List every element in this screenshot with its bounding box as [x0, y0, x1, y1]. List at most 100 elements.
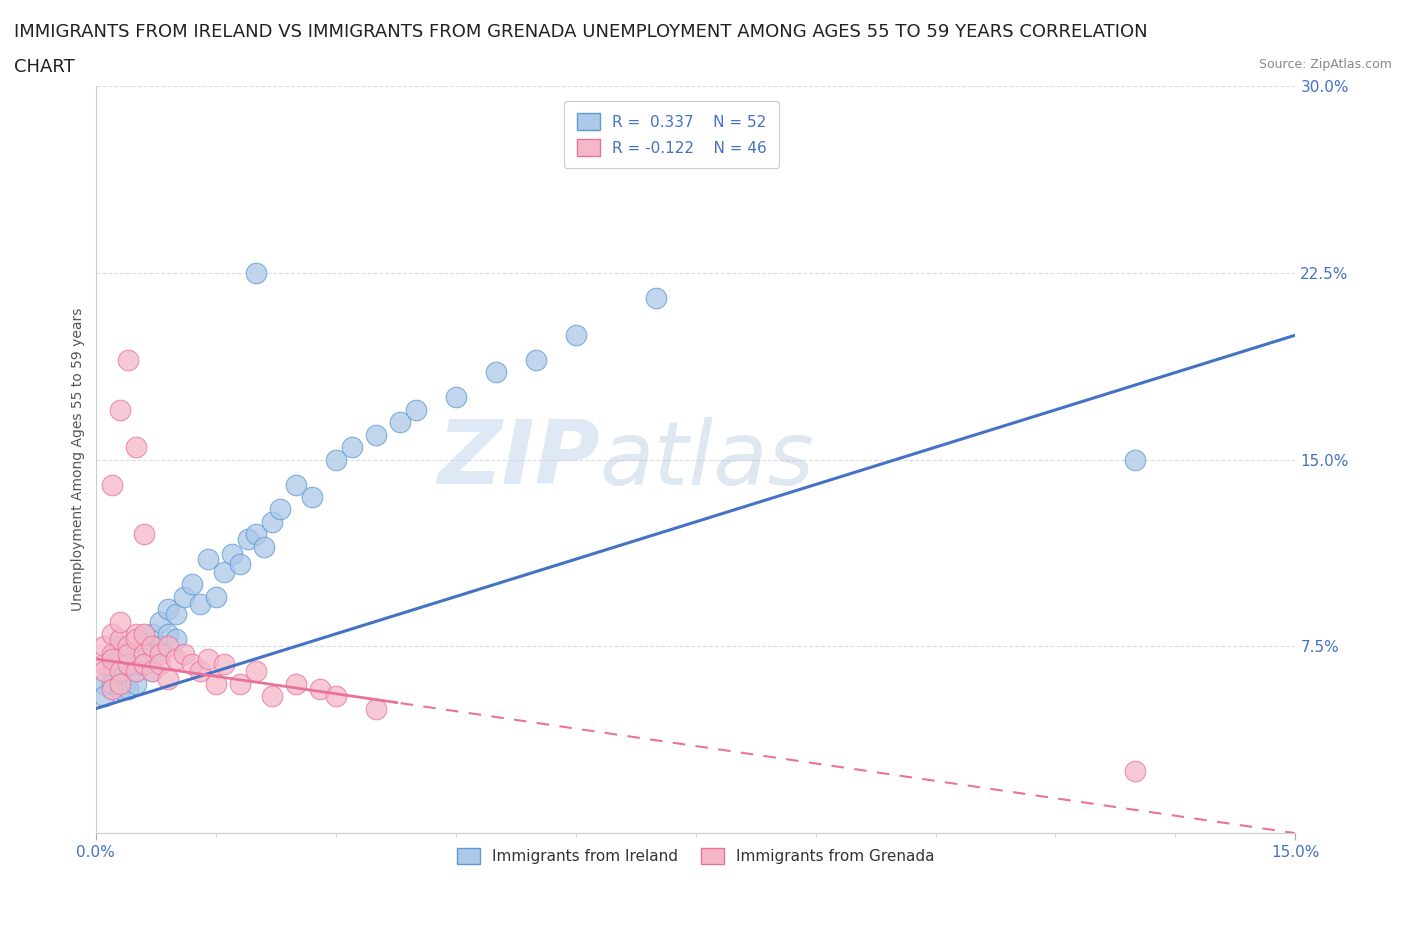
Point [149, 614, 172, 629]
Point [564, 327, 586, 342]
Point [149, 639, 172, 654]
Point [93, 639, 115, 654]
Point [180, 657, 202, 671]
Point [100, 676, 122, 691]
Point [644, 290, 666, 305]
Point [117, 639, 139, 654]
Point [100, 664, 122, 679]
Point [141, 627, 163, 642]
Point [100, 651, 122, 666]
Point [100, 646, 122, 661]
Text: Source: ZipAtlas.com: Source: ZipAtlas.com [1258, 58, 1392, 71]
Point [197, 651, 219, 666]
Text: atlas: atlas [599, 417, 814, 502]
Point [165, 631, 187, 646]
Point [173, 646, 195, 661]
Point [269, 502, 291, 517]
Text: CHART: CHART [14, 58, 75, 75]
Point [100, 651, 122, 666]
Point [132, 657, 155, 671]
Point [124, 646, 146, 661]
Point [284, 477, 307, 492]
Point [156, 639, 179, 654]
Point [124, 664, 146, 679]
Point [444, 390, 467, 405]
Point [260, 689, 283, 704]
Point [165, 651, 187, 666]
Point [228, 557, 250, 572]
Point [308, 682, 330, 697]
Point [212, 565, 235, 579]
Point [204, 676, 226, 691]
Point [117, 646, 139, 661]
Point [484, 365, 506, 380]
Point [117, 352, 139, 367]
Point [364, 701, 387, 716]
Point [132, 657, 155, 671]
Point [108, 403, 131, 418]
Point [260, 514, 283, 529]
Point [141, 664, 163, 679]
Point [245, 664, 267, 679]
Point [204, 590, 226, 604]
Point [108, 682, 131, 697]
Point [100, 477, 122, 492]
Point [149, 657, 172, 671]
Point [108, 614, 131, 629]
Text: IMMIGRANTS FROM IRELAND VS IMMIGRANTS FROM GRENADA UNEMPLOYMENT AMONG AGES 55 TO: IMMIGRANTS FROM IRELAND VS IMMIGRANTS FR… [14, 23, 1147, 41]
Point [124, 664, 146, 679]
Point [108, 676, 131, 691]
Point [149, 646, 172, 661]
Point [93, 657, 115, 671]
Point [93, 676, 115, 691]
Point [253, 539, 276, 554]
Point [132, 646, 155, 661]
Point [141, 664, 163, 679]
Point [228, 676, 250, 691]
Point [173, 590, 195, 604]
Point [197, 551, 219, 566]
Text: ZIP: ZIP [437, 416, 599, 503]
Point [124, 440, 146, 455]
Point [117, 682, 139, 697]
Point [524, 352, 547, 367]
Point [388, 415, 411, 430]
Point [132, 639, 155, 654]
Point [156, 671, 179, 686]
Point [117, 657, 139, 671]
Point [156, 602, 179, 617]
Point [93, 664, 115, 679]
Point [100, 682, 122, 697]
Point [108, 631, 131, 646]
Point [141, 651, 163, 666]
Point [93, 689, 115, 704]
Point [108, 664, 131, 679]
Y-axis label: Unemployment Among Ages 55 to 59 years: Unemployment Among Ages 55 to 59 years [72, 308, 86, 611]
Point [284, 676, 307, 691]
Point [180, 577, 202, 591]
Point [245, 527, 267, 542]
Point [132, 627, 155, 642]
Point [325, 452, 347, 467]
Point [188, 597, 211, 612]
Point [245, 265, 267, 280]
Legend: Immigrants from Ireland, Immigrants from Grenada: Immigrants from Ireland, Immigrants from… [450, 843, 941, 870]
Point [108, 639, 131, 654]
Point [124, 676, 146, 691]
Point [221, 547, 243, 562]
Point [301, 489, 323, 504]
Point [405, 403, 427, 418]
Point [325, 689, 347, 704]
Point [156, 627, 179, 642]
Point [132, 527, 155, 542]
Point [1125, 764, 1147, 778]
Point [124, 631, 146, 646]
Point [124, 627, 146, 642]
Point [1125, 452, 1147, 467]
Point [364, 427, 387, 442]
Point [165, 606, 187, 621]
Point [117, 657, 139, 671]
Point [188, 664, 211, 679]
Point [212, 657, 235, 671]
Point [100, 627, 122, 642]
